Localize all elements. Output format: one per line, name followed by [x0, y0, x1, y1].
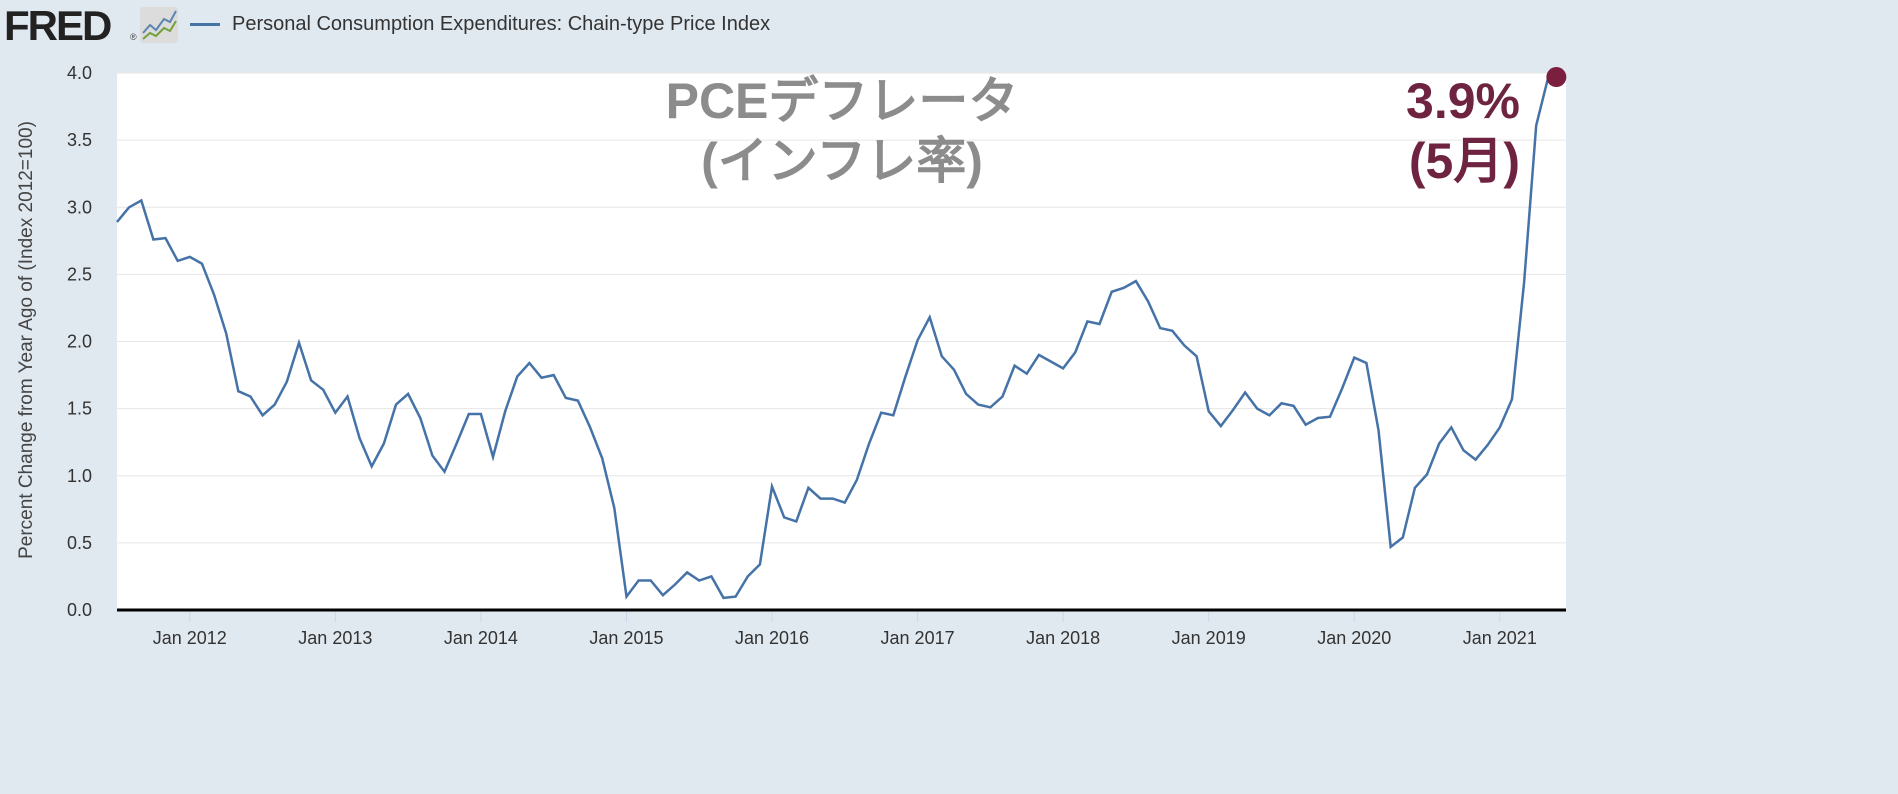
- y-tick-label: 0.5: [67, 533, 92, 553]
- registered-mark: ®: [130, 32, 137, 42]
- x-tick-label: Jan 2012: [153, 628, 227, 648]
- x-tick-label: Jan 2020: [1317, 628, 1391, 648]
- x-tick-label: Jan 2018: [1026, 628, 1100, 648]
- y-tick-label: 1.0: [67, 466, 92, 486]
- x-tick-label: Jan 2019: [1172, 628, 1246, 648]
- last-value-marker[interactable]: [1546, 67, 1567, 88]
- annotation-month: (5月): [1409, 133, 1520, 189]
- annotation-title-line1: PCEデフレータ: [666, 73, 1019, 129]
- y-axis-label: Percent Change from Year Ago of (Index 2…: [16, 121, 37, 559]
- x-tick-label: Jan 2015: [589, 628, 663, 648]
- fred-logo[interactable]: FRED: [4, 2, 112, 49]
- y-tick-label: 4.0: [67, 63, 92, 83]
- x-tick-label: Jan 2017: [881, 628, 955, 648]
- y-tick-label: 3.5: [67, 130, 92, 150]
- series-line[interactable]: [116, 76, 1550, 600]
- x-tick-label: Jan 2021: [1463, 628, 1537, 648]
- header: FRED ® Personal Consumption Expenditures…: [0, 0, 1898, 50]
- y-tick-label: 1.5: [67, 399, 92, 419]
- legend-label: Personal Consumption Expenditures: Chain…: [232, 13, 771, 35]
- y-tick-label: 2.0: [67, 332, 92, 352]
- y-tick-label: 3.0: [67, 197, 92, 217]
- x-tick-label: Jan 2013: [298, 628, 372, 648]
- x-tick-label: Jan 2016: [735, 628, 809, 648]
- x-tick-label: Jan 2014: [444, 628, 518, 648]
- y-tick-label: 2.5: [67, 264, 92, 284]
- annotation-value: 3.9%: [1406, 73, 1520, 129]
- legend: Personal Consumption Expenditures: Chain…: [190, 13, 770, 36]
- y-tick-label: 0.0: [67, 600, 92, 620]
- annotation-title-line2: (インフレ率): [701, 133, 983, 189]
- legend-swatch: [190, 23, 220, 26]
- chart-logo-icon: [140, 7, 178, 43]
